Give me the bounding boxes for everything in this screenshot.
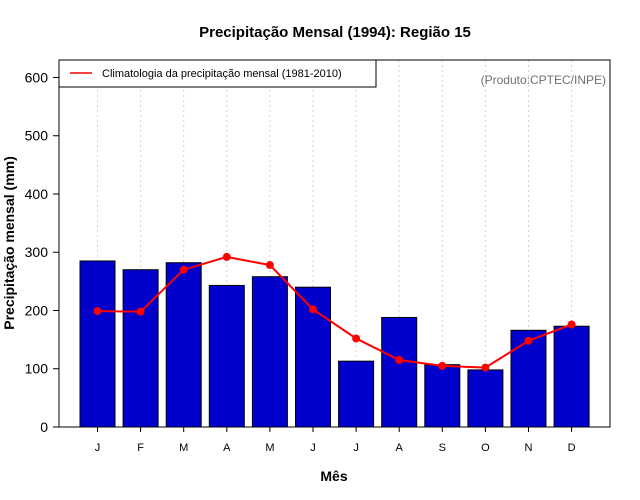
x-tick-label: N xyxy=(525,442,533,454)
bar-2 xyxy=(122,269,159,428)
x-axis-label: Mês xyxy=(320,468,347,484)
y-tick-label: 400 xyxy=(25,186,49,202)
x-tick-label: F xyxy=(137,442,144,454)
y-tick-label: 300 xyxy=(25,244,49,260)
y-tick-label: 200 xyxy=(25,302,49,318)
climatology-point-3 xyxy=(179,265,188,274)
y-axis-label: Precipitação mensal (mm) xyxy=(1,156,17,330)
climatology-point-6 xyxy=(309,305,317,314)
bar-12 xyxy=(553,325,590,428)
x-tick-label: J xyxy=(310,442,316,454)
legend-label: Climatologia da precipitação mensal (198… xyxy=(102,68,342,80)
credit-annotation: (Produto:CPTEC/INPE) xyxy=(481,73,606,87)
bar-7 xyxy=(338,360,375,428)
legend: Climatologia da precipitação mensal (198… xyxy=(58,59,377,88)
climatology-point-7 xyxy=(352,334,361,343)
bar-11 xyxy=(510,329,547,428)
climatology-point-1 xyxy=(93,307,102,316)
y-tick-label: 100 xyxy=(25,361,49,377)
x-tick-label: A xyxy=(223,442,231,454)
x-tick-label: A xyxy=(396,442,404,454)
climatology-line-group xyxy=(93,252,576,372)
climatology-point-12 xyxy=(567,320,576,329)
bar-8 xyxy=(381,316,418,428)
bar-9 xyxy=(424,364,461,428)
legend-box xyxy=(58,59,377,88)
y-tick-label: 0 xyxy=(40,419,48,435)
climatology-point-8 xyxy=(395,356,404,365)
bars-group xyxy=(79,260,590,428)
x-tick-label: D xyxy=(568,442,576,454)
x-tick-label: M xyxy=(265,442,274,454)
x-tick-label: J xyxy=(95,442,101,454)
x-tick-label: S xyxy=(439,442,446,454)
chart-title: Precipitação Mensal (1994): Região 15 xyxy=(199,24,471,41)
x-tick-label: M xyxy=(179,442,188,454)
y-axis: 0 100 200 300 400 500 600 xyxy=(25,69,59,435)
y-tick-label: 500 xyxy=(25,128,49,144)
bar-10 xyxy=(467,369,504,428)
x-tick-label: J xyxy=(353,442,359,454)
bar-3 xyxy=(165,262,202,428)
bar-4 xyxy=(208,284,245,428)
bar-5 xyxy=(251,276,288,428)
climatology-line xyxy=(97,255,572,369)
climatology-point-9 xyxy=(438,361,447,370)
climatology-point-11 xyxy=(524,336,533,345)
climatology-point-4 xyxy=(222,252,231,261)
bar-1 xyxy=(79,260,116,428)
climatology-point-10 xyxy=(481,363,490,372)
climatology-point-2 xyxy=(136,307,145,316)
x-tick-label: O xyxy=(481,442,490,454)
climatology-point-5 xyxy=(265,261,274,270)
y-tick-label: 600 xyxy=(25,69,49,85)
